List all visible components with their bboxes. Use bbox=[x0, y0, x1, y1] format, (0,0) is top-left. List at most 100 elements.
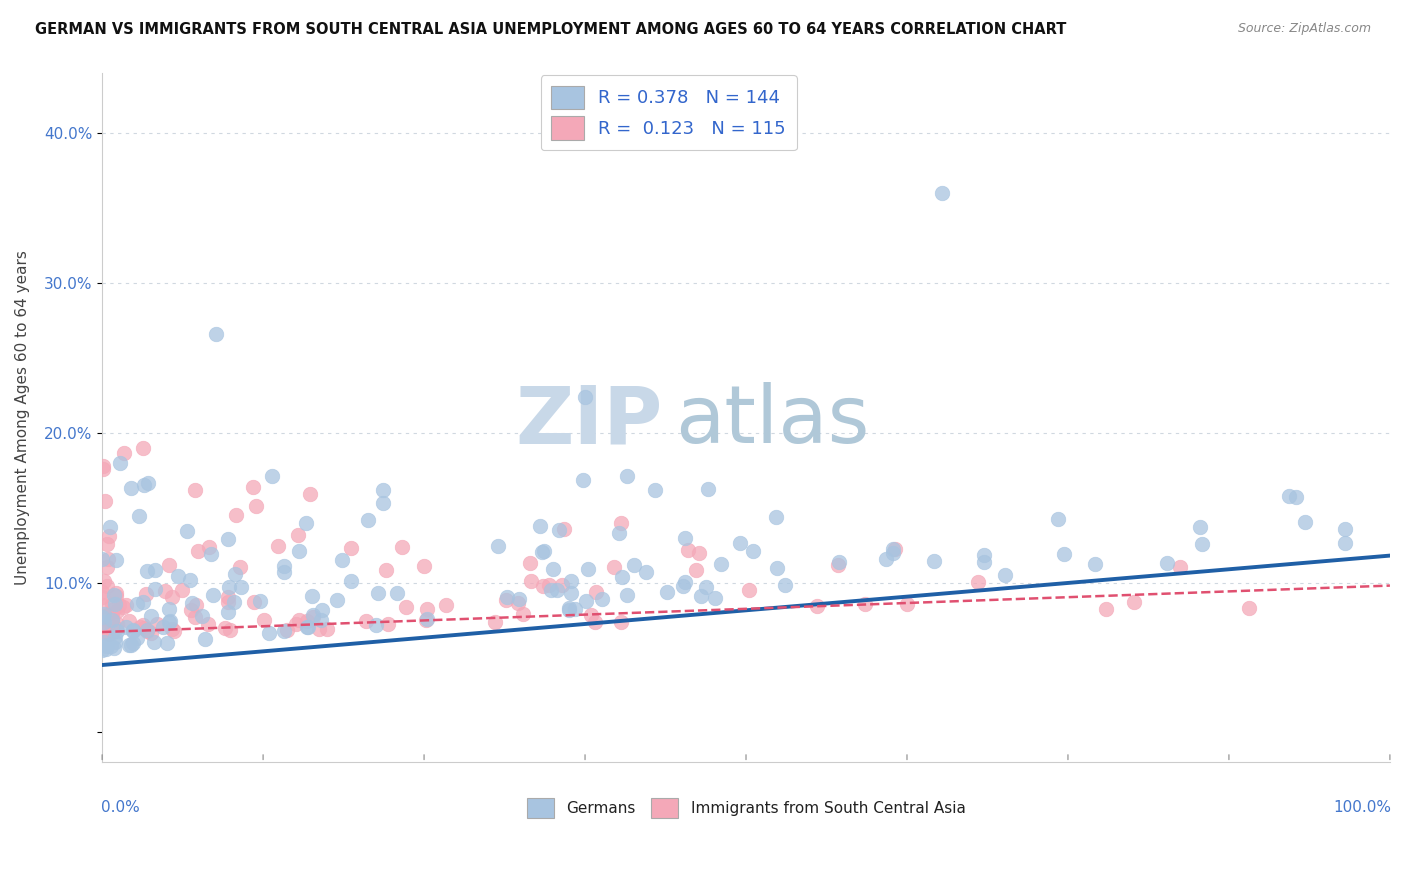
Point bbox=[100, 610, 122, 624]
Point bbox=[297, 620, 319, 634]
Point bbox=[1095, 602, 1118, 616]
Point bbox=[529, 519, 551, 533]
Point bbox=[136, 623, 159, 637]
Point bbox=[91, 610, 114, 624]
Point bbox=[225, 508, 247, 522]
Point bbox=[688, 546, 710, 560]
Point bbox=[104, 597, 127, 611]
Point bbox=[97, 529, 120, 543]
Point bbox=[543, 562, 565, 576]
Point bbox=[311, 603, 333, 617]
Point bbox=[105, 624, 128, 638]
Point bbox=[128, 508, 150, 523]
Point bbox=[143, 563, 166, 577]
Point bbox=[695, 580, 717, 594]
Point bbox=[371, 496, 394, 510]
Point bbox=[205, 327, 228, 342]
Point bbox=[97, 552, 120, 566]
Point bbox=[973, 555, 995, 569]
Point bbox=[93, 607, 115, 621]
Text: ZIP: ZIP bbox=[515, 382, 662, 460]
Point bbox=[170, 582, 193, 597]
Point bbox=[243, 594, 266, 608]
Point bbox=[741, 544, 763, 558]
Point bbox=[125, 631, 148, 645]
Point bbox=[98, 519, 121, 533]
Point bbox=[673, 575, 696, 590]
Point bbox=[574, 390, 596, 404]
Point bbox=[112, 446, 135, 460]
Point bbox=[156, 636, 179, 650]
Point bbox=[160, 591, 183, 605]
Point bbox=[484, 615, 506, 629]
Point bbox=[110, 456, 132, 470]
Point bbox=[157, 615, 180, 629]
Point bbox=[91, 642, 114, 657]
Point bbox=[434, 598, 457, 612]
Point bbox=[242, 479, 264, 493]
Point bbox=[91, 584, 114, 599]
Point bbox=[152, 620, 174, 634]
Point bbox=[412, 559, 434, 574]
Point bbox=[295, 614, 318, 628]
Point bbox=[101, 625, 124, 640]
Point bbox=[100, 640, 122, 654]
Text: GERMAN VS IMMIGRANTS FROM SOUTH CENTRAL ASIA UNEMPLOYMENT AMONG AGES 60 TO 64 YE: GERMAN VS IMMIGRANTS FROM SOUTH CENTRAL … bbox=[35, 22, 1067, 37]
Point bbox=[157, 558, 180, 573]
Point bbox=[273, 624, 295, 638]
Point bbox=[377, 616, 399, 631]
Point bbox=[91, 598, 114, 612]
Point bbox=[91, 552, 114, 566]
Point bbox=[96, 612, 118, 626]
Point bbox=[364, 617, 387, 632]
Legend: Germans, Immigrants from South Central Asia: Germans, Immigrants from South Central A… bbox=[520, 792, 972, 823]
Point bbox=[101, 614, 124, 628]
Point bbox=[132, 617, 155, 632]
Point bbox=[994, 568, 1017, 582]
Point bbox=[616, 588, 638, 602]
Point bbox=[219, 624, 242, 638]
Point bbox=[738, 583, 761, 598]
Point bbox=[128, 620, 150, 634]
Point bbox=[132, 441, 155, 455]
Point bbox=[922, 554, 945, 568]
Point bbox=[710, 557, 733, 571]
Point bbox=[301, 608, 323, 623]
Point bbox=[560, 574, 582, 588]
Point bbox=[285, 617, 308, 632]
Point bbox=[139, 625, 162, 640]
Point bbox=[104, 589, 127, 603]
Point bbox=[773, 578, 796, 592]
Point bbox=[766, 560, 789, 574]
Point bbox=[644, 483, 666, 497]
Point bbox=[94, 642, 117, 657]
Point bbox=[180, 603, 202, 617]
Point bbox=[967, 575, 990, 590]
Point bbox=[96, 537, 118, 551]
Point bbox=[583, 615, 606, 629]
Point bbox=[94, 640, 117, 654]
Point bbox=[115, 620, 138, 634]
Point bbox=[806, 599, 828, 613]
Point bbox=[1047, 512, 1070, 526]
Point bbox=[141, 608, 163, 623]
Point bbox=[495, 593, 517, 607]
Point bbox=[111, 599, 134, 614]
Point bbox=[931, 186, 953, 200]
Point bbox=[97, 607, 120, 621]
Point bbox=[93, 461, 115, 475]
Point bbox=[122, 636, 145, 650]
Point bbox=[104, 586, 127, 600]
Point bbox=[101, 597, 124, 611]
Point bbox=[93, 574, 115, 588]
Point bbox=[308, 622, 330, 636]
Point bbox=[96, 616, 118, 631]
Point bbox=[224, 567, 246, 582]
Point bbox=[114, 598, 136, 612]
Point bbox=[96, 638, 118, 652]
Point bbox=[623, 558, 645, 572]
Point bbox=[591, 591, 613, 606]
Point bbox=[1053, 547, 1076, 561]
Point bbox=[326, 593, 349, 607]
Point bbox=[301, 589, 323, 603]
